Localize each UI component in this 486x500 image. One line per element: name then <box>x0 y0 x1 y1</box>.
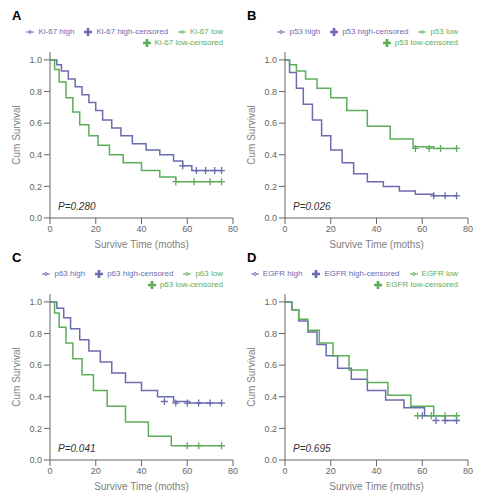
svg-text:0: 0 <box>47 224 52 234</box>
svg-text:80: 80 <box>228 224 238 234</box>
html-text:p53 high-censored: p53 high-censored <box>342 27 409 36</box>
svg-text:0: 0 <box>282 224 287 234</box>
svg-text:1.0: 1.0 <box>29 297 42 307</box>
svg-text:Cum Survival: Cum Survival <box>246 347 257 406</box>
svg-text:0.6: 0.6 <box>29 118 42 128</box>
html-text:p63 low-censored: p63 low-censored <box>159 280 223 289</box>
html-text:B: B <box>247 8 257 23</box>
svg-text:0.4: 0.4 <box>29 392 42 402</box>
svg-text:80: 80 <box>463 224 473 234</box>
html-text:EGFR low-censored: EGFR low-censored <box>386 280 458 289</box>
svg-text:0.8: 0.8 <box>264 87 277 97</box>
svg-text:Cum Survival: Cum Survival <box>11 105 22 164</box>
svg-text:20: 20 <box>326 466 336 476</box>
html-text:C: C <box>12 250 22 265</box>
svg-text:0.4: 0.4 <box>29 150 42 160</box>
svg-text:0.0: 0.0 <box>29 455 42 465</box>
svg-text:40: 40 <box>136 224 146 234</box>
html-text:EGFR high-censored: EGFR high-censored <box>324 269 400 278</box>
svg-text:80: 80 <box>463 466 473 476</box>
svg-text:0: 0 <box>282 466 287 476</box>
html-text:p63 low: p63 low <box>195 269 223 278</box>
svg-text:0.6: 0.6 <box>264 118 277 128</box>
svg-text:0.6: 0.6 <box>264 360 277 370</box>
html-text:D: D <box>247 250 257 265</box>
svg-text:0.6: 0.6 <box>29 360 42 370</box>
html-text:p53 low-censored: p53 low-censored <box>394 38 458 47</box>
html-text:EGFR high: EGFR high <box>262 269 303 278</box>
svg-text:20: 20 <box>91 466 101 476</box>
svg-text:0: 0 <box>47 466 52 476</box>
html-text:A: A <box>12 8 22 23</box>
svg-text:0.0: 0.0 <box>264 455 277 465</box>
svg-text:60: 60 <box>182 466 192 476</box>
html-text:p63 high: p63 high <box>54 269 86 278</box>
svg-text:1.0: 1.0 <box>264 297 277 307</box>
svg-text:Survive Time (moths): Survive Time (moths) <box>94 239 188 250</box>
svg-text:60: 60 <box>417 224 427 234</box>
html-text:Ki-67 low: Ki-67 low <box>190 27 223 36</box>
svg-text:0.4: 0.4 <box>264 392 277 402</box>
svg-text:1.0: 1.0 <box>264 55 277 65</box>
svg-text:P=0.041: P=0.041 <box>58 443 96 454</box>
svg-text:0.2: 0.2 <box>264 182 277 192</box>
svg-text:P=0.026: P=0.026 <box>293 201 331 212</box>
svg-text:40: 40 <box>371 466 381 476</box>
svg-text:20: 20 <box>91 224 101 234</box>
svg-text:Cum Survival: Cum Survival <box>11 347 22 406</box>
svg-text:0.2: 0.2 <box>29 424 42 434</box>
svg-text:60: 60 <box>417 466 427 476</box>
svg-text:80: 80 <box>228 466 238 476</box>
svg-text:Survive Time (moths): Survive Time (moths) <box>329 481 423 492</box>
svg-text:0.8: 0.8 <box>29 87 42 97</box>
svg-text:P=0.280: P=0.280 <box>58 201 96 212</box>
svg-text:0.4: 0.4 <box>264 150 277 160</box>
svg-text:0.0: 0.0 <box>264 213 277 223</box>
html-text:p63 high-censored: p63 high-censored <box>107 269 174 278</box>
svg-text:0.2: 0.2 <box>264 424 277 434</box>
html-text:Ki-67 low-censored: Ki-67 low-censored <box>154 38 223 47</box>
svg-text:0.8: 0.8 <box>264 329 277 339</box>
svg-text:1.0: 1.0 <box>29 55 42 65</box>
svg-text:0.2: 0.2 <box>29 182 42 192</box>
svg-text:0.0: 0.0 <box>29 213 42 223</box>
svg-text:60: 60 <box>182 224 192 234</box>
svg-text:Survive Time (moths): Survive Time (moths) <box>94 481 188 492</box>
svg-text:40: 40 <box>136 466 146 476</box>
svg-text:Survive Time (moths): Survive Time (moths) <box>329 239 423 250</box>
html-text:p53 low: p53 low <box>430 27 458 36</box>
svg-text:40: 40 <box>371 224 381 234</box>
html-text:EGFR low: EGFR low <box>421 269 458 278</box>
svg-text:0.8: 0.8 <box>29 329 42 339</box>
svg-text:Cum Survival: Cum Survival <box>246 105 257 164</box>
svg-text:20: 20 <box>326 224 336 234</box>
html-text:p53 high: p53 high <box>289 27 321 36</box>
svg-text:P=0.695: P=0.695 <box>293 443 331 454</box>
html-text:Ki-67 high: Ki-67 high <box>38 27 75 36</box>
html-text:Ki-67 high-censored: Ki-67 high-censored <box>96 27 169 36</box>
